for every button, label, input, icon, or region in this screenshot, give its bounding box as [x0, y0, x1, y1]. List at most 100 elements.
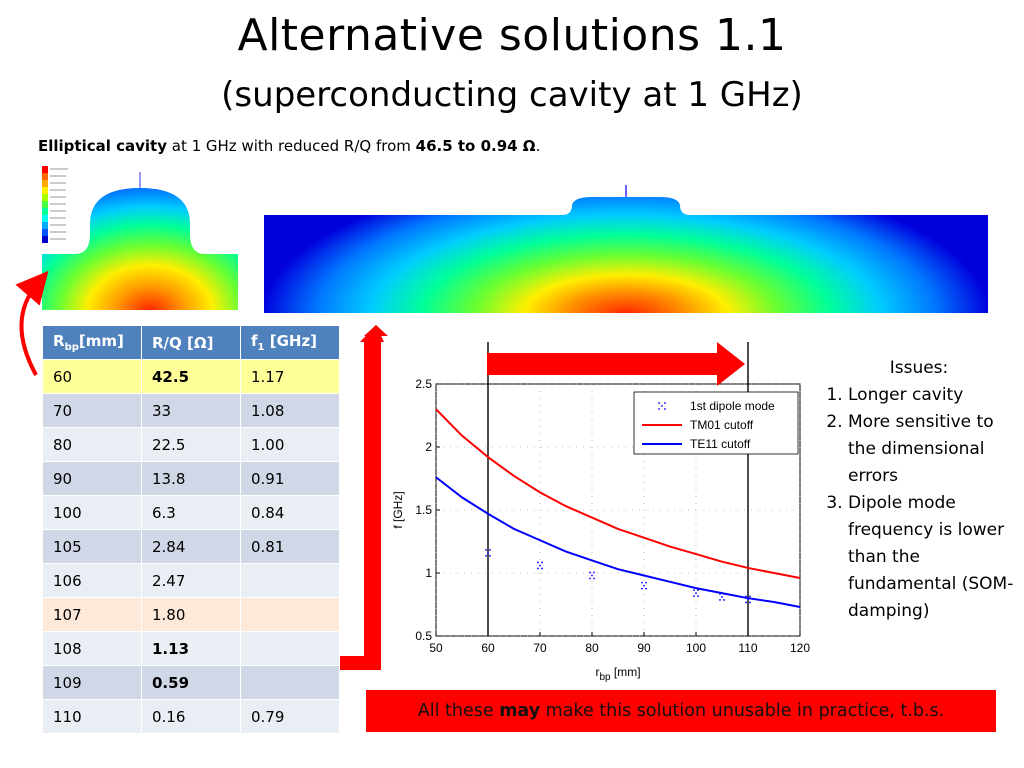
cell-f1: 1.08: [240, 393, 340, 428]
banner-bold: may: [499, 701, 541, 721]
intro-end: .: [535, 137, 541, 155]
curved-arrow: [15, 270, 49, 376]
colormap-legend: [42, 166, 68, 243]
legend-label: 1st dipole mode: [690, 399, 775, 413]
table-row: 60 42.5 1.17: [42, 359, 340, 394]
series-line-1: [435, 408, 801, 580]
cell-f1: [240, 597, 340, 632]
dipole-marker-dot: [541, 567, 543, 570]
header-rbp: Rbp[mm]: [42, 325, 142, 360]
dipole-point: [485, 548, 491, 557]
y-tick-label: 2.5: [415, 377, 432, 391]
table-row: 109 0.59: [42, 665, 340, 700]
dipole-marker-dot: [645, 581, 647, 584]
dipole-marker-dot: [721, 596, 723, 598]
intro-bold-range: 46.5 to 0.94 Ω: [415, 137, 536, 155]
cell-rq: 0.16: [141, 699, 241, 734]
cell-rq: 6.3: [141, 495, 241, 530]
cell-rq: 1.13: [141, 631, 241, 666]
dipole-marker-dot: [591, 574, 593, 577]
y-axis-label: f [GHz]: [391, 491, 405, 528]
table-row: 105 2.84 0.81: [42, 529, 340, 564]
cell-rbp: 107: [42, 597, 142, 632]
dipole-marker-dot: [589, 571, 591, 574]
dipole-marker-dot: [541, 561, 543, 564]
dipole-marker-dot: [537, 561, 539, 564]
cell-rbp: 60: [42, 359, 142, 394]
cell-rq: 42.5: [141, 359, 241, 394]
issues-heading: Issues:: [889, 358, 949, 378]
issue-item: Dipole mode frequency is lower than the …: [848, 490, 1020, 625]
dipole-marker-dot: [645, 587, 647, 590]
x-tick-label: 70: [533, 641, 547, 655]
dipole-marker-dot: [593, 577, 595, 580]
dipole-point: [537, 561, 543, 570]
cell-rbp: 110: [42, 699, 142, 734]
table-row: 108 1.13: [42, 631, 340, 666]
legend-swatch-dot: [664, 408, 666, 410]
y-tick-label: 0.5: [415, 629, 432, 643]
legend-swatch-dot: [658, 408, 660, 410]
y-tick-label: 2: [425, 440, 432, 454]
cell-rbp: 100: [42, 495, 142, 530]
cell-f1: 0.79: [240, 699, 340, 734]
issues-box: Issues: Longer cavity More sensitive to …: [808, 355, 1020, 625]
dipole-marker-dot: [537, 567, 539, 570]
x-tick-label: 110: [738, 641, 757, 655]
cell-rq: 33: [141, 393, 241, 428]
slide-subtitle: (superconducting cavity at 1 GHz): [221, 75, 803, 115]
dipole-marker-dot: [487, 551, 489, 554]
rbp-rq-table: Rbp[mm] R/Q [Ω] f1 [GHz] 60 42.5 1.17 70 33 1…: [42, 325, 340, 734]
table-row: 100 6.3 0.84: [42, 495, 340, 530]
cell-rbp: 80: [42, 427, 142, 462]
dipole-marker-dot: [539, 564, 541, 567]
cell-rq: 22.5: [141, 427, 241, 462]
cell-f1: [240, 665, 340, 700]
legend-swatch-dot: [658, 402, 660, 404]
legend-label: TM01 cutoff: [690, 418, 754, 432]
header-f1: f1 [GHz]: [240, 325, 340, 360]
issue-item: Longer cavity: [848, 382, 1020, 409]
cell-f1: 0.84: [240, 495, 340, 530]
dipole-marker-dot: [489, 548, 491, 551]
cell-f1: 0.91: [240, 461, 340, 496]
x-tick-label: 60: [481, 641, 495, 655]
x-tick-label: 120: [790, 641, 810, 655]
cavity-field-sim-wide: [262, 185, 990, 315]
cell-rq: 13.8: [141, 461, 241, 496]
legend-swatch-dot: [664, 402, 666, 404]
table-row: 107 1.80: [42, 597, 340, 632]
dipole-marker-dot: [589, 577, 591, 580]
cell-rq: 1.80: [141, 597, 241, 632]
x-axis-label: rbp [mm]: [595, 665, 640, 683]
cell-f1: 0.81: [240, 529, 340, 564]
series-line-2: [435, 476, 801, 609]
cell-rq: 2.84: [141, 529, 241, 564]
dipole-marker-dot: [697, 595, 699, 598]
dipole-marker-dot: [485, 548, 487, 551]
y-tick-label: 1: [425, 566, 432, 580]
dipole-marker-dot: [693, 595, 695, 598]
cell-f1: 1.17: [240, 359, 340, 394]
cell-rq: 0.59: [141, 665, 241, 700]
table-row: 90 13.8 0.91: [42, 461, 340, 496]
cavity-field-sim-small: [40, 164, 240, 312]
intro-bold-lead: Elliptical cavity: [38, 137, 167, 155]
dipole-point: [641, 581, 647, 590]
cell-rbp: 70: [42, 393, 142, 428]
dipole-point: [589, 571, 595, 580]
dipole-marker-dot: [693, 589, 695, 592]
frequency-chart: 50 60 70 80 90 100 110 120 0.5 1 1.5 2 2.5 rbp [mm] f …: [391, 342, 810, 683]
x-tick-label: 90: [637, 641, 651, 655]
x-tick-label: 100: [686, 641, 706, 655]
dipole-marker-dot: [489, 554, 491, 557]
slide-title: Alternative solutions 1.1: [237, 10, 787, 61]
dipole-marker-dot: [745, 601, 747, 604]
dipole-marker-dot: [643, 584, 645, 587]
dipole-marker-dot: [641, 587, 643, 590]
intro-middle: at 1 GHz with reduced R/Q from: [166, 137, 416, 155]
dipole-marker-dot: [697, 589, 699, 592]
warning-banner: All these may make this solution unusabl…: [366, 690, 996, 732]
table-row: 106 2.47: [42, 563, 340, 598]
table-row: 110 0.16 0.79: [42, 699, 340, 734]
